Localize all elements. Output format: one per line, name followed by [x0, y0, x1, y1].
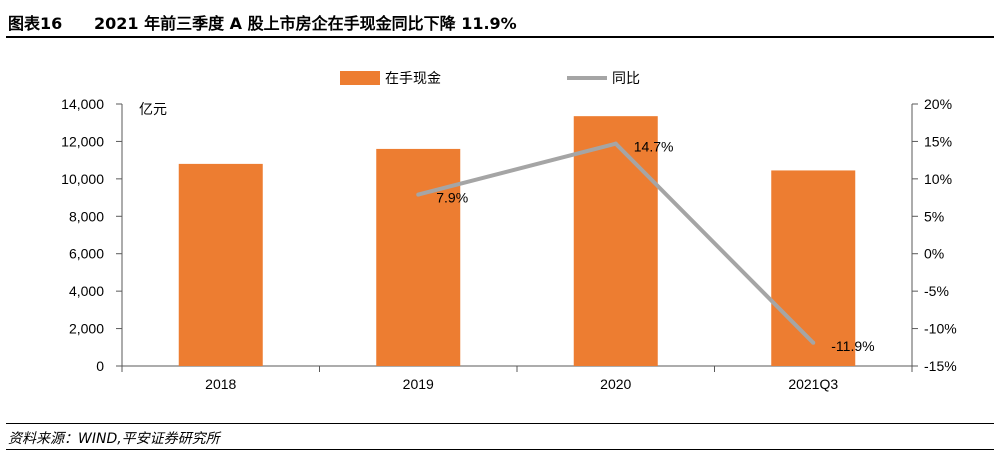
bar-cash	[771, 170, 856, 366]
y-unit-label: 亿元	[139, 101, 167, 117]
line-yoy-data-label: 14.7%	[634, 139, 674, 155]
y-left-tick-label: 8,000	[69, 208, 104, 224]
y-left-tick-label: 6,000	[69, 246, 104, 262]
bar-cash	[376, 148, 461, 366]
figure-header: 图表16 2021 年前三季度 A 股上市房企在手现金同比下降 11.9%	[0, 0, 1000, 38]
y-left-tick-label: 0	[96, 358, 104, 374]
bar-cash	[573, 116, 658, 367]
y-left-tick-label: 14,000	[61, 96, 104, 112]
legend-label-cash: 在手现金	[385, 70, 441, 86]
figure-title: 2021 年前三季度 A 股上市房企在手现金同比下降 11.9%	[94, 14, 517, 33]
x-tick-label: 2021Q3	[788, 376, 838, 392]
y-right-tick-label: -10%	[924, 321, 957, 337]
y-left-tick-label: 12,000	[61, 133, 104, 149]
end-rule	[6, 449, 994, 450]
bottom-rule	[6, 423, 994, 424]
y-right-tick-label: 10%	[924, 171, 952, 187]
y-right-tick-label: -5%	[924, 283, 949, 299]
y-right-tick-label: 5%	[924, 208, 944, 224]
y-right-tick-label: 0%	[924, 246, 944, 262]
bar-cash	[178, 163, 263, 366]
y-left-tick-label: 10,000	[61, 171, 104, 187]
figure-label: 图表16	[8, 14, 63, 33]
line-yoy-data-label: 7.9%	[436, 190, 468, 206]
y-left-tick-label: 2,000	[69, 321, 104, 337]
top-rule	[6, 36, 994, 38]
chart-svg: 0 2,000 4,000 6,000 8,000 10,000 12,000 14,000 -…	[61, 70, 957, 392]
x-tick-label: 2020	[600, 376, 631, 392]
y-right-tick-label: 20%	[924, 96, 952, 112]
source-note: 资料来源：WIND,平安证券研究所	[8, 431, 220, 447]
legend-swatch-cash	[340, 71, 380, 85]
line-yoy-point	[613, 141, 618, 146]
x-tick-label: 2018	[205, 376, 236, 392]
y-left-tick-label: 4,000	[69, 283, 104, 299]
y-right-tick-label: -15%	[924, 358, 957, 374]
line-yoy-point	[811, 340, 816, 345]
line-yoy-data-label: -11.9%	[831, 338, 874, 354]
legend-label-yoy: 同比	[612, 70, 640, 86]
line-yoy-point	[416, 192, 421, 197]
x-tick-label: 2019	[403, 376, 434, 392]
chart-area: 0 2,000 4,000 6,000 8,000 10,000 12,000 14,000 -…	[0, 40, 1000, 420]
y-right-tick-label: 15%	[924, 133, 952, 149]
